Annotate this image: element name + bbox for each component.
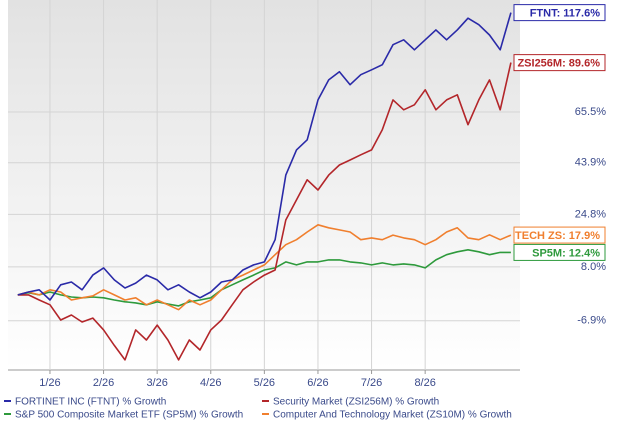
x-tick-label: 7/26 [361, 377, 382, 389]
series-line [17, 62, 512, 361]
end-label-box [513, 226, 606, 244]
end-label: FTNT: 117.6% [530, 8, 601, 20]
end-label: TECH ZS: 17.9% [515, 230, 600, 242]
x-tick-label: 5/26 [254, 377, 275, 389]
series-line [17, 224, 512, 311]
series-line [17, 249, 511, 307]
x-tick-label: 4/26 [200, 377, 221, 389]
x-tick-label: 2/26 [93, 377, 114, 389]
x-tick-label: 1/26 [39, 377, 60, 389]
x-tick-label: 8/26 [414, 377, 435, 389]
y-tick-label: 65.5% [575, 106, 606, 118]
end-label: ZSI256M: 89.6% [517, 58, 600, 70]
legend-label: Computer And Technology Market (ZS10M) %… [273, 410, 512, 421]
y-tick-label: 8.0% [581, 261, 606, 273]
y-tick-label: 24.8% [575, 208, 606, 220]
end-label-box [513, 54, 606, 72]
end-label-box [513, 243, 606, 261]
x-tick-label: 6/26 [307, 377, 328, 389]
legend-label: S&P 500 Composite Market ETF (SP5M) % Gr… [15, 410, 243, 421]
x-tick-label: 3/26 [146, 377, 167, 389]
y-tick-label: 43.9% [575, 157, 606, 169]
end-label-box [513, 4, 606, 22]
legend-label: Security Market (ZSI256M) % Growth [273, 397, 439, 408]
y-tick-label: -6.9% [577, 315, 606, 327]
end-label: SP5M: 12.4% [532, 247, 600, 259]
series-line [17, 12, 512, 301]
legend-label: FORTINET INC (FTNT) % Growth [15, 397, 166, 408]
